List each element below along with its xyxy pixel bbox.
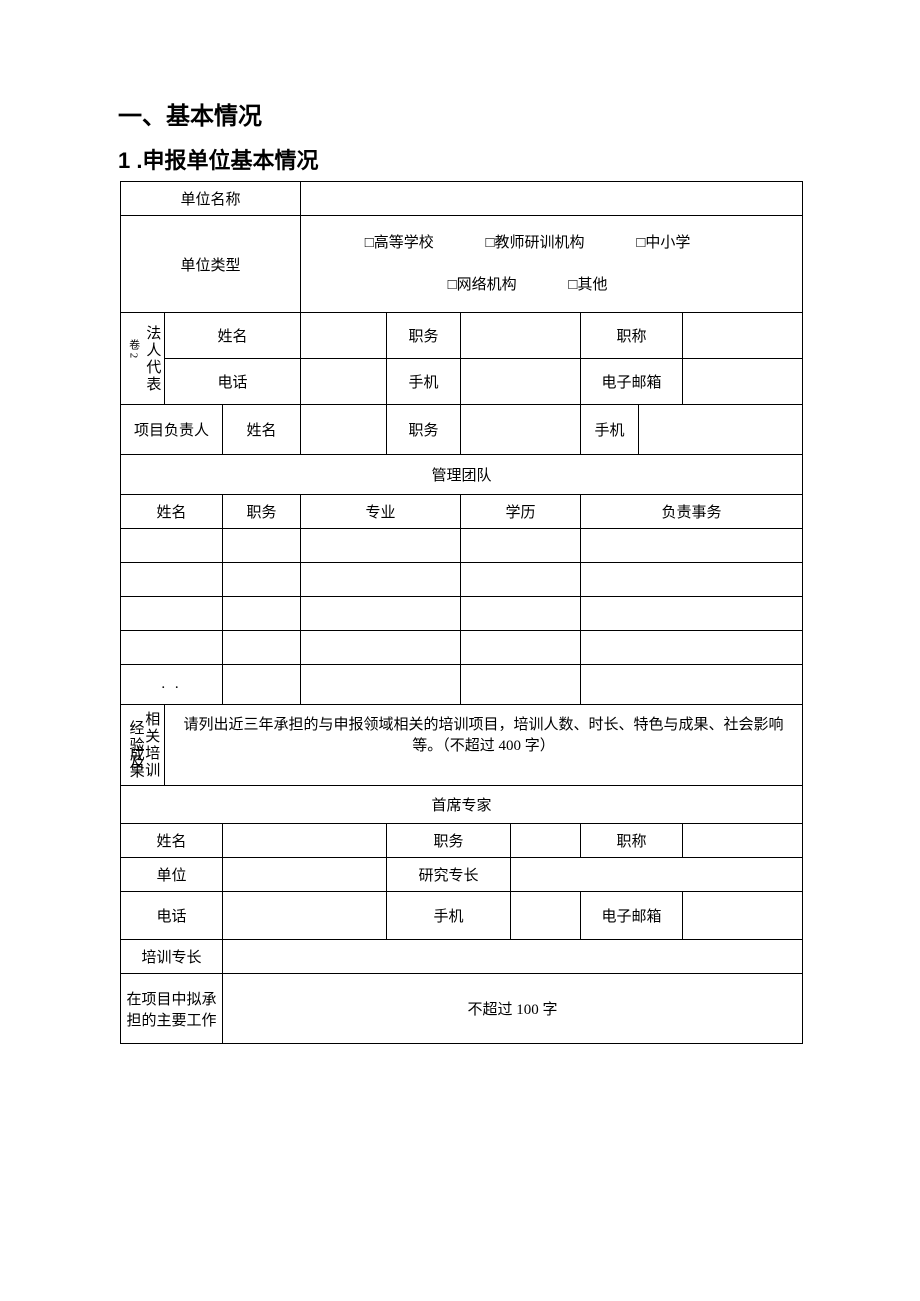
label-mobile: 手机 bbox=[387, 359, 461, 405]
label-position: 职务 bbox=[387, 313, 461, 359]
checkbox-network-org[interactable]: □网络机构 bbox=[448, 264, 517, 306]
col-duty: 负责事务 bbox=[581, 495, 803, 529]
label-mobile: 手机 bbox=[387, 892, 511, 940]
checkbox-higher-ed[interactable]: □高等学校 bbox=[365, 222, 434, 264]
section-heading: 一、基本情况 bbox=[118, 96, 802, 131]
field-experience[interactable]: 请列出近三年承担的与申报领域相关的培训项目，培训人数、时长、特色与成果、社会影响… bbox=[165, 705, 803, 786]
team-row[interactable] bbox=[121, 563, 803, 597]
field-expert-unit[interactable] bbox=[223, 858, 387, 892]
field-expert-name[interactable] bbox=[223, 824, 387, 858]
col-position: 职务 bbox=[223, 495, 301, 529]
label-title: 职称 bbox=[581, 824, 683, 858]
field-expert-research[interactable] bbox=[511, 858, 803, 892]
field-leader-name[interactable] bbox=[301, 405, 387, 455]
field-legal-position[interactable] bbox=[461, 313, 581, 359]
label-mgmt-team: 管理团队 bbox=[121, 455, 803, 495]
team-row-more: . . bbox=[121, 665, 803, 705]
field-legal-phone[interactable] bbox=[301, 359, 387, 405]
field-legal-email[interactable] bbox=[683, 359, 803, 405]
label-name: 姓名 bbox=[121, 824, 223, 858]
checkbox-primary-school[interactable]: □中小学 bbox=[636, 222, 690, 264]
field-legal-name[interactable] bbox=[301, 313, 387, 359]
label-unit: 单位 bbox=[121, 858, 223, 892]
label-proj-leader: 项目负责人 bbox=[121, 405, 223, 455]
field-leader-position[interactable] bbox=[461, 405, 581, 455]
field-expert-position[interactable] bbox=[511, 824, 581, 858]
team-row[interactable] bbox=[121, 529, 803, 563]
label-phone: 电话 bbox=[121, 892, 223, 940]
checkbox-other[interactable]: □其他 bbox=[568, 264, 607, 306]
field-expert-train[interactable] bbox=[223, 940, 803, 974]
col-name: 姓名 bbox=[121, 495, 223, 529]
label-title: 职称 bbox=[581, 313, 683, 359]
label-position: 职务 bbox=[387, 824, 511, 858]
field-expert-mobile[interactable] bbox=[511, 892, 581, 940]
field-legal-title[interactable] bbox=[683, 313, 803, 359]
label-email: 电子邮箱 bbox=[581, 359, 683, 405]
label-unit-type: 单位类型 bbox=[121, 216, 301, 313]
label-chief-expert: 首席专家 bbox=[121, 786, 803, 824]
label-experience: 经验及 相关培训 成果 bbox=[121, 705, 165, 786]
label-unit-name: 单位名称 bbox=[121, 182, 301, 216]
label-legal-rep: 卷 2 法人代表 bbox=[121, 313, 165, 405]
field-main-work[interactable]: 不超过 100 字 bbox=[223, 974, 803, 1044]
application-form-table: 单位名称 单位类型 □高等学校 □教师研训机构 □中小学 □网络机构 □其他 卷… bbox=[120, 181, 803, 1044]
field-expert-email[interactable] bbox=[683, 892, 803, 940]
team-row[interactable] bbox=[121, 631, 803, 665]
field-unit-type[interactable]: □高等学校 □教师研训机构 □中小学 □网络机构 □其他 bbox=[301, 216, 803, 313]
label-phone: 电话 bbox=[165, 359, 301, 405]
subsection-heading: 1 .申报单位基本情况 bbox=[118, 143, 802, 175]
label-research-field: 研究专长 bbox=[387, 858, 511, 892]
label-name: 姓名 bbox=[165, 313, 301, 359]
label-position: 职务 bbox=[387, 405, 461, 455]
field-expert-phone[interactable] bbox=[223, 892, 387, 940]
col-education: 学历 bbox=[461, 495, 581, 529]
field-unit-name[interactable] bbox=[301, 182, 803, 216]
label-legal-note: 卷 2 bbox=[126, 339, 142, 358]
field-expert-title[interactable] bbox=[683, 824, 803, 858]
label-train-field: 培训专长 bbox=[121, 940, 223, 974]
field-leader-mobile[interactable] bbox=[639, 405, 803, 455]
label-main-work: 在项目中拟承担的主要工作 bbox=[121, 974, 223, 1044]
label-mobile: 手机 bbox=[581, 405, 639, 455]
team-row[interactable] bbox=[121, 597, 803, 631]
label-name: 姓名 bbox=[223, 405, 301, 455]
label-email: 电子邮箱 bbox=[581, 892, 683, 940]
col-major: 专业 bbox=[301, 495, 461, 529]
field-legal-mobile[interactable] bbox=[461, 359, 581, 405]
document-page: 一、基本情况 1 .申报单位基本情况 单位名称 单位类型 □高等学校 □教师研训… bbox=[0, 0, 920, 1104]
checkbox-teacher-org[interactable]: □教师研训机构 bbox=[486, 222, 585, 264]
